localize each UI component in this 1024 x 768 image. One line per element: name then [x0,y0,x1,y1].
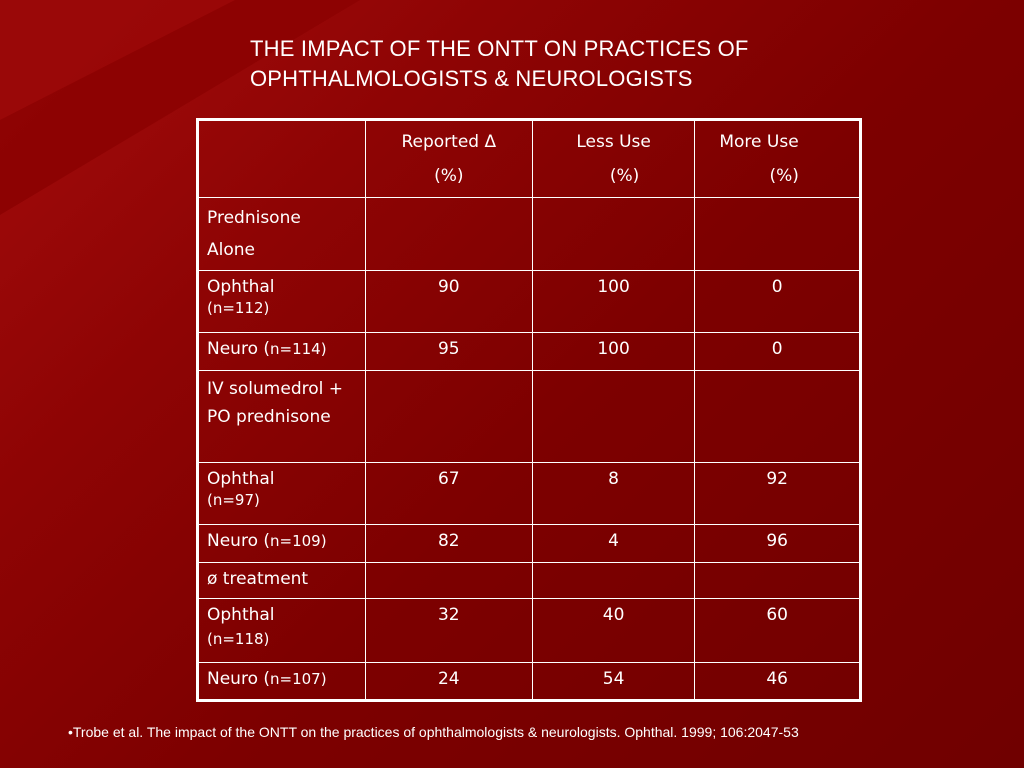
cell-value [531,562,696,599]
cell-value: 100 [531,270,696,333]
cell-value [694,562,861,599]
cell-value: 92 [694,462,861,525]
title-line-1: THE IMPACT OF THE ONTT ON PRACTICES OF [250,36,749,61]
slide-title: THE IMPACT OF THE ONTT ON PRACTICES OF O… [250,34,950,94]
table-row: Ophthal (n=97) 67 8 92 [197,462,861,525]
cell-value: 82 [364,524,533,563]
table-header-row: Reported Δ (%) Less Use (%) More Use (%) [197,119,861,198]
row-label-ophthal: Ophthal (n=97) [197,462,366,525]
cell-value [531,197,696,271]
cell-value: 100 [531,332,696,371]
header-less-use: Less Use (%) [531,119,696,198]
row-label-ophthal: Ophthal (n=112) [197,270,366,333]
cell-value: 90 [364,270,533,333]
cell-value [364,370,533,463]
cell-value [364,562,533,599]
results-table: Reported Δ (%) Less Use (%) More Use (%)… [196,118,862,702]
header-cell-empty [197,119,366,198]
table-row: Neuro (n=107) 24 54 46 [197,662,861,701]
title-line-2: OPHTHALMOLOGISTS & NEUROLOGISTS [250,66,693,91]
header-reported-change: Reported Δ (%) [364,119,533,198]
cell-value [364,197,533,271]
table-row: IV solumedrol + PO prednisone [197,370,861,463]
row-label-prednisone-alone: Prednisone Alone [197,197,366,271]
cell-value: 96 [694,524,861,563]
cell-value: 67 [364,462,533,525]
citation-footnote: •Trobe et al. The impact of the ONTT on … [68,724,799,740]
cell-value: 40 [531,598,696,663]
cell-value: 0 [694,332,861,371]
row-label-no-treatment: ø treatment [197,562,366,599]
row-label-neuro: Neuro (n=109) [197,524,366,563]
table-row: Neuro (n=114) 95 100 0 [197,332,861,371]
header-more-use: More Use (%) [694,119,861,198]
cell-value: 46 [694,662,861,701]
table-row: Neuro (n=109) 82 4 96 [197,524,861,563]
row-label-neuro: Neuro (n=114) [197,332,366,371]
table-row: ø treatment [197,562,861,599]
cell-value [531,370,696,463]
table-row: Ophthal (n=118) 32 40 60 [197,598,861,663]
cell-value [694,370,861,463]
cell-value: 24 [364,662,533,701]
cell-value: 8 [531,462,696,525]
cell-value [694,197,861,271]
cell-value: 4 [531,524,696,563]
cell-value: 95 [364,332,533,371]
table-row: Prednisone Alone [197,197,861,271]
cell-value: 54 [531,662,696,701]
cell-value: 0 [694,270,861,333]
cell-value: 32 [364,598,533,663]
table-row: Ophthal (n=112) 90 100 0 [197,270,861,333]
row-label-ophthal: Ophthal (n=118) [197,598,366,663]
row-label-neuro: Neuro (n=107) [197,662,366,701]
cell-value: 60 [694,598,861,663]
row-label-iv-solumedrol: IV solumedrol + PO prednisone [197,370,366,463]
